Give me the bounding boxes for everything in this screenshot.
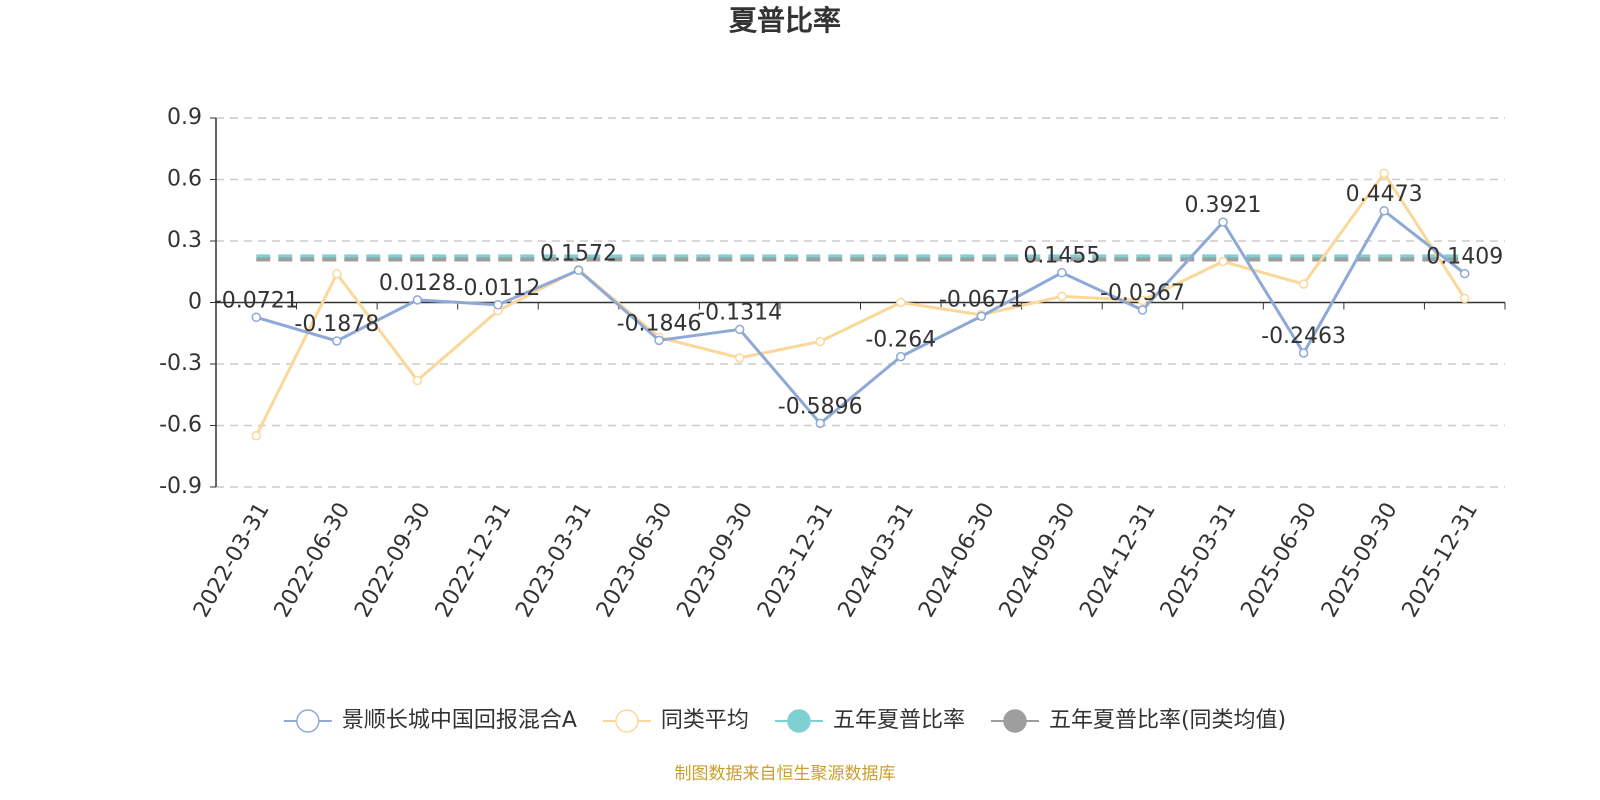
data-point	[412, 295, 423, 305]
data-label: -0.1846	[617, 311, 702, 336]
data-point	[1298, 279, 1309, 289]
y-tick-label: 0	[188, 290, 202, 315]
series-line	[254, 170, 1466, 437]
y-tick-label: 0.6	[167, 167, 202, 192]
legend-item[interactable]: 五年夏普比率	[774, 708, 965, 733]
data-point	[734, 324, 745, 335]
data-label: 0.3921	[1185, 193, 1262, 218]
legend-symbol	[787, 709, 811, 733]
legend-label: 同类平均	[661, 708, 749, 733]
legend-label: 五年夏普比率	[833, 708, 965, 733]
chart-title: 夏普比率	[729, 4, 841, 37]
legend-label: 景顺长城中国回报混合A	[342, 708, 577, 733]
x-tick-label: 2022-09-30	[350, 499, 436, 622]
y-tick-label: 0.9	[167, 105, 202, 130]
x-tick-label: 2025-03-31	[1156, 499, 1242, 622]
legend-symbol	[615, 709, 639, 733]
data-point	[1459, 268, 1470, 279]
x-tick-label: 2023-06-30	[592, 499, 678, 622]
legend-label: 五年夏普比率(同类均值)	[1049, 708, 1286, 733]
x-tick-label: 2022-06-30	[270, 499, 356, 622]
data-label: -0.0367	[1100, 281, 1185, 306]
data-point	[815, 336, 825, 347]
x-tick-label: 2024-12-31	[1075, 499, 1161, 622]
data-point	[1057, 291, 1067, 302]
data-point	[1298, 348, 1309, 358]
data-point	[1459, 293, 1470, 304]
legend-symbol	[296, 709, 320, 733]
data-label: 0.0128	[379, 271, 456, 296]
data-label: 0.4473	[1346, 182, 1423, 207]
x-tick-label: 2023-12-31	[753, 499, 839, 622]
data-point	[1218, 256, 1228, 267]
data-label: -0.0721	[214, 288, 299, 313]
data-point	[654, 335, 664, 346]
x-tick-label: 2024-06-30	[914, 499, 1000, 622]
data-point	[412, 375, 423, 386]
data-label: -0.2463	[1261, 324, 1346, 349]
x-tick-label: 2025-06-30	[1236, 499, 1322, 622]
y-tick-label: -0.3	[159, 351, 202, 376]
data-label: -0.1314	[697, 300, 782, 325]
x-tick-label: 2024-03-31	[834, 499, 920, 622]
data-point	[734, 353, 745, 363]
data-point	[573, 265, 584, 276]
data-point	[251, 312, 262, 323]
data-label: -0.5896	[778, 394, 863, 419]
y-tick-label: 0.3	[167, 228, 202, 253]
source-note: 制图数据来自恒生聚源数据库	[675, 764, 896, 784]
x-tick-label: 2024-09-30	[995, 499, 1081, 622]
data-point	[332, 269, 342, 279]
data-point	[1137, 295, 1148, 306]
data-point	[1137, 305, 1148, 315]
legend-item[interactable]: 景顺长城中国回报混合A	[283, 708, 577, 733]
data-point	[815, 418, 825, 429]
data-label: -0.0112	[456, 276, 541, 301]
legend-item[interactable]: 五年夏普比率(同类均值)	[990, 708, 1286, 733]
data-point	[896, 351, 906, 362]
x-tick-label: 2022-12-31	[431, 499, 517, 622]
legend-symbol	[1003, 709, 1027, 733]
y-tick-label: -0.6	[159, 413, 202, 438]
x-tick-label: 2022-03-31	[189, 499, 275, 622]
data-point	[1379, 206, 1389, 216]
y-tick-label: -0.9	[159, 474, 202, 499]
x-tick-label: 2025-09-30	[1317, 499, 1403, 622]
data-point	[251, 431, 262, 441]
data-point	[493, 300, 503, 310]
data-point	[332, 336, 342, 346]
data-point	[1057, 267, 1067, 278]
data-label: -0.1878	[294, 312, 379, 337]
data-label: -0.0671	[939, 287, 1024, 312]
data-point	[1218, 217, 1228, 227]
legend-item[interactable]: 同类平均	[602, 708, 749, 733]
data-label: 0.1455	[1023, 244, 1100, 269]
x-tick-label: 2025-12-31	[1398, 499, 1484, 622]
x-tick-label: 2023-03-31	[511, 499, 597, 622]
x-tick-label: 2023-09-30	[672, 499, 758, 622]
data-label: 0.1572	[540, 241, 617, 266]
data-point	[1379, 168, 1389, 179]
data-label: -0.264	[865, 328, 936, 353]
data-point	[976, 311, 987, 322]
data-point	[896, 297, 906, 308]
data-label: 0.1409	[1426, 245, 1503, 270]
series-line	[255, 208, 1466, 426]
